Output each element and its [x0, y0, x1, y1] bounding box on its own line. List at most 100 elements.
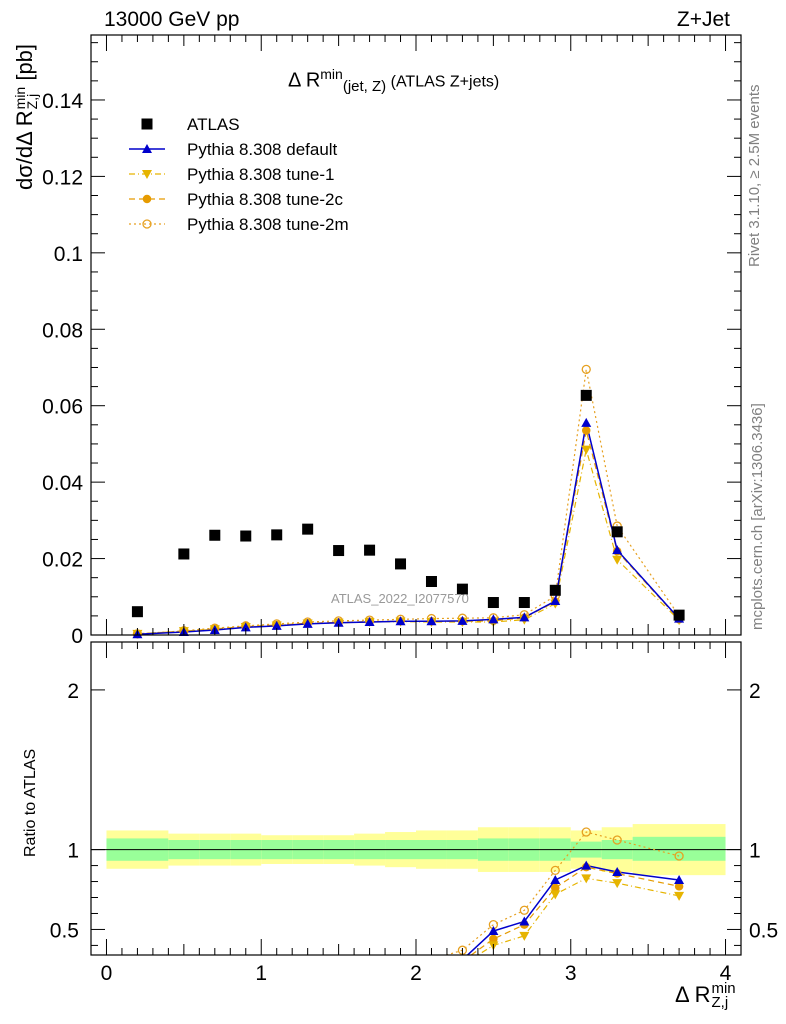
ratio-series-2-point: [489, 934, 498, 944]
legend-marker-1: [142, 144, 152, 153]
data-point: [580, 389, 592, 401]
header-left: 13000 GeV pp: [104, 8, 240, 31]
ratio-series-0-point: [519, 916, 530, 926]
series-1-point: [364, 617, 375, 627]
series-1-point: [581, 417, 592, 427]
main-y-axis-label-main: dσ/dΔ R: [12, 110, 37, 190]
series-1-point: [519, 612, 530, 622]
ratio-series-3-point: [674, 851, 684, 861]
main-y-axis-label-script: min Z,j: [12, 86, 41, 110]
main-ytick-label: 0.08: [42, 319, 83, 342]
data-point: [611, 526, 623, 538]
legend-label-0: ATLAS: [187, 115, 240, 134]
main-ytick-label: 0.1: [54, 243, 83, 266]
ratio-series-3-point: [519, 905, 529, 915]
xtick-label: 3: [565, 962, 577, 985]
data-point: [131, 606, 143, 618]
series-1-point: [333, 617, 344, 627]
legend-marker-0: [141, 118, 153, 130]
main-ytick-label: 0.12: [42, 166, 83, 189]
series-1-point: [240, 622, 251, 632]
data-point: [487, 597, 499, 609]
main-ytick-label: 0.04: [42, 472, 83, 495]
ratio-ytick-label-right: 2: [749, 680, 761, 703]
legend-label-1: Pythia 8.308 default: [187, 140, 338, 159]
watermark: ATLAS_2022_I2077570: [331, 591, 469, 606]
ratio-series-line-2: [470, 866, 680, 955]
data-point: [240, 530, 252, 542]
series-1-point: [457, 615, 468, 625]
xtick-label: 0: [101, 962, 113, 985]
data-point: [673, 609, 685, 621]
data-point: [456, 583, 468, 595]
ratio-series-1-point: [674, 891, 685, 901]
series-1-point: [426, 616, 437, 626]
series-1-point: [488, 614, 499, 624]
ratio-series-2-point: [551, 883, 560, 893]
data-point: [549, 584, 561, 596]
ratio-ytick-label-right: 0.5: [749, 919, 778, 942]
xtick-label: 4: [720, 962, 732, 985]
ratio-series-1-point: [612, 879, 623, 889]
ratio-series-0-point: [488, 926, 499, 936]
rivet-label: Rivet 3.1.10, ≥ 2.5M events: [746, 84, 763, 268]
ratio-series-0-point: [550, 874, 561, 884]
main-ytick-label: 0.06: [42, 396, 83, 419]
data-point: [209, 529, 221, 541]
series-1-point: [612, 545, 623, 555]
data-point: [364, 544, 376, 556]
ratio-series-2-point: [674, 882, 684, 891]
plot-title-tail: (ATLAS Z+jets): [386, 73, 500, 91]
series-1-point: [395, 616, 406, 626]
plot-title: Δ Rmin(jet, Z) (ATLAS Z+jets): [288, 66, 500, 95]
legend-label-2: Pythia 8.308 tune-1: [187, 165, 334, 184]
ratio-ytick-label-right: 1: [749, 840, 761, 863]
series-1-point: [271, 620, 282, 630]
data-point: [395, 558, 407, 570]
main-ytick-label: 0.02: [42, 549, 83, 572]
ratio-ytick-label: 1: [67, 840, 79, 863]
main-ytick-label: 0: [71, 625, 83, 648]
series-1-point: [302, 618, 313, 628]
ratio-series-0-point: [674, 874, 685, 884]
data-point: [271, 529, 283, 541]
ratio-series-line-1: [476, 877, 680, 955]
legend-marker-4: [142, 219, 152, 229]
data-point: [302, 523, 314, 535]
x-axis-label-main: Δ R: [675, 982, 711, 1007]
series-2-point: [612, 555, 623, 565]
ratio-y-axis-label: Ratio to ATLAS: [22, 748, 39, 857]
ratio-ytick-label: 0.5: [50, 919, 79, 942]
ratio-ytick-label: 2: [67, 680, 79, 703]
plot-title-delta: Δ R: [288, 69, 321, 92]
ratio-series-0-point: [581, 860, 592, 870]
series-4-point: [581, 364, 591, 375]
x-axis-label-script: min Z,j: [711, 980, 736, 1012]
mcplots-label: mcplots.cern.ch [arXiv:1306.3436]: [749, 403, 766, 630]
ratio-series-0-point: [612, 866, 623, 876]
plot-title-sup: min: [320, 66, 343, 82]
ratio-series-1-point: [581, 874, 592, 884]
ratio-band-inner: [632, 836, 726, 861]
series-1-point: [550, 595, 561, 605]
ratio-frame: [90, 641, 742, 956]
data-point: [178, 548, 190, 560]
ratio-series-3-point: [581, 827, 591, 837]
main-y-axis-label-unit: [pb]: [12, 43, 37, 87]
ratio-series-3-point: [612, 835, 622, 845]
xtick-label: 2: [410, 962, 422, 985]
ratio-series-line-0: [466, 864, 680, 955]
ratio-series-3-point: [550, 865, 560, 876]
legend-label-4: Pythia 8.308 tune-2m: [187, 215, 349, 234]
plot-title-sub: (jet, Z): [342, 77, 387, 95]
ratio-series-1-point: [550, 890, 561, 900]
series-2-point: [581, 445, 592, 455]
legend-marker-2: [142, 170, 152, 179]
ratio-series-1-point: [519, 931, 530, 941]
legend-label-3: Pythia 8.308 tune-2c: [187, 190, 343, 209]
series-3-point: [581, 426, 591, 435]
header-right: Z+Jet: [676, 8, 730, 31]
